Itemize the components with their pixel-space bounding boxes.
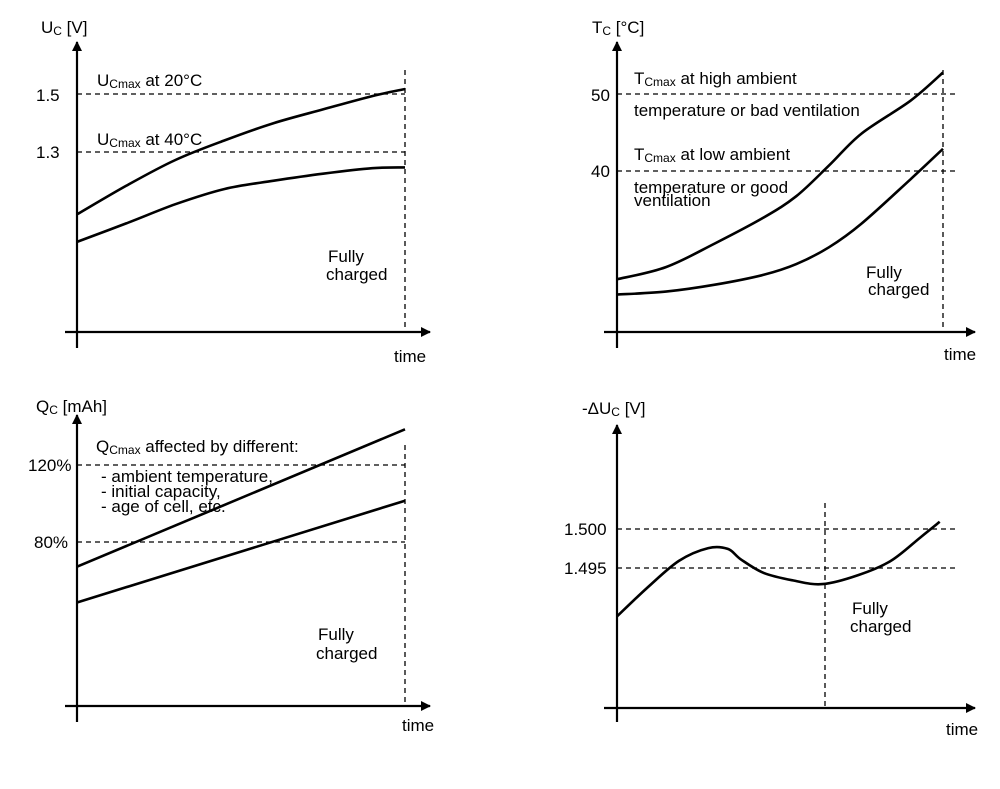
delta-voltage-fully-label: Fully <box>852 599 888 618</box>
delta-voltage-ytick-label: 1.495 <box>564 559 607 578</box>
capacity-ytick-label: 80% <box>34 533 68 552</box>
delta-voltage-y-axis-label: -ΔUC [V] <box>582 399 645 419</box>
temperature-y-axis-label: TC [°C] <box>592 18 644 38</box>
capacity-curve-lower <box>76 499 406 604</box>
temperature-curve-high <box>616 71 944 281</box>
delta-voltage-ytick-label: 1.500 <box>564 520 607 539</box>
capacity-annotation-title: QCmax affected by different: <box>96 437 299 457</box>
voltage-annotation-20c: UCmax at 20°C <box>97 71 202 91</box>
temperature-annotation-low-line2: temperature or good <box>634 178 788 197</box>
voltage-charged-label: charged <box>326 265 387 284</box>
temperature-charged-label: charged <box>868 280 929 299</box>
temperature-annotation-high-line2: temperature or bad ventilation <box>634 101 860 120</box>
voltage-ytick-label: 1.5 <box>36 86 60 105</box>
temperature-chart: TC [°C] time 50 40 TCmax at high ambient… <box>591 18 976 364</box>
temperature-fully-label: Fully <box>866 263 902 282</box>
voltage-curve-40c <box>76 166 406 244</box>
capacity-fully-label: Fully <box>318 625 354 644</box>
voltage-x-axis-label: time <box>394 347 426 366</box>
capacity-curve-upper <box>76 428 406 568</box>
temperature-ytick-label: 50 <box>591 86 610 105</box>
delta-voltage-x-axis-label: time <box>946 720 978 739</box>
delta-voltage-curve <box>616 520 941 618</box>
temperature-annotation-low: TCmax at low ambient <box>634 145 790 165</box>
voltage-annotation-40c: UCmax at 40°C <box>97 130 202 150</box>
capacity-charged-label: charged <box>316 644 377 663</box>
temperature-annotation-high: TCmax at high ambient <box>634 69 797 89</box>
capacity-ytick-label: 120% <box>28 456 71 475</box>
voltage-fully-label: Fully <box>328 247 364 266</box>
capacity-annotation-item: - age of cell, etc. <box>101 497 226 516</box>
capacity-chart: QC [mAh] time 120% 80% QCmax affected by… <box>28 397 434 735</box>
voltage-y-axis-label: UC [V] <box>41 18 87 38</box>
voltage-curve-20c <box>76 87 406 216</box>
temperature-ytick-label: 40 <box>591 162 610 181</box>
delta-voltage-charged-label: charged <box>850 617 911 636</box>
temperature-annotation-low-line3: ventilation <box>634 191 711 210</box>
capacity-x-axis-label: time <box>402 716 434 735</box>
capacity-annotation-item: - ambient temperature, <box>101 467 273 486</box>
delta-voltage-chart: -ΔUC [V] time 1.500 1.495 Fully charged <box>564 399 978 739</box>
voltage-ytick-label: 1.3 <box>36 143 60 162</box>
temperature-x-axis-label: time <box>944 345 976 364</box>
capacity-annotation-item: - initial capacity, <box>101 482 221 501</box>
capacity-y-axis-label: QC [mAh] <box>36 397 107 417</box>
temperature-curve-low <box>616 147 944 296</box>
voltage-chart: UC [V] time 1.5 1.3 UCmax at 20°C UCmax … <box>36 18 431 366</box>
